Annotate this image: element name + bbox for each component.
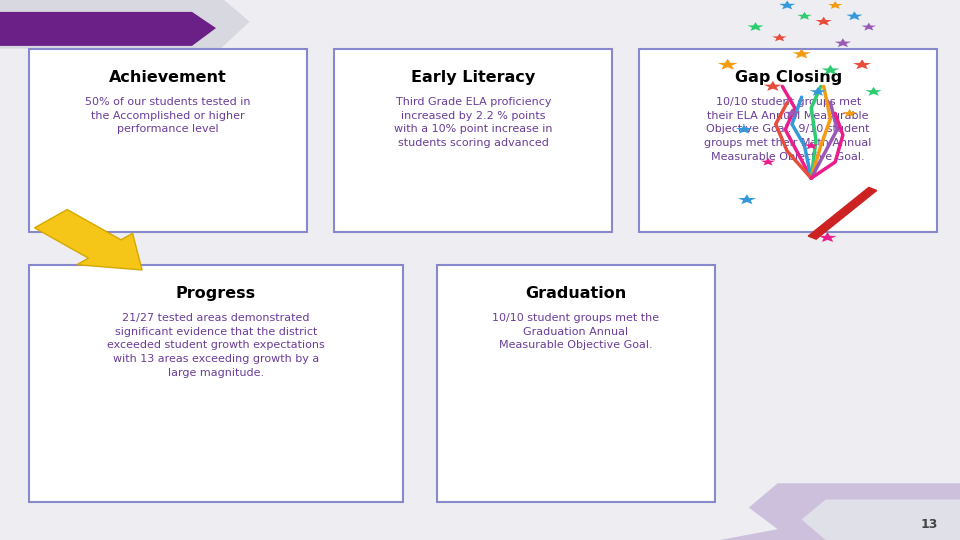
Text: 10/10 student groups met
their ELA Annual Measurable
Objective Goal.  9/10 stude: 10/10 student groups met their ELA Annua… bbox=[705, 97, 872, 161]
FancyArrow shape bbox=[35, 210, 142, 270]
Text: 21/27 tested areas demonstrated
significant evidence that the district
exceeded : 21/27 tested areas demonstrated signific… bbox=[108, 313, 324, 377]
Polygon shape bbox=[846, 11, 863, 20]
Text: Achievement: Achievement bbox=[109, 70, 227, 85]
Polygon shape bbox=[797, 12, 812, 19]
Polygon shape bbox=[735, 125, 753, 133]
Polygon shape bbox=[809, 87, 827, 96]
Polygon shape bbox=[778, 500, 960, 540]
Polygon shape bbox=[861, 23, 876, 30]
Text: Progress: Progress bbox=[176, 286, 256, 301]
FancyBboxPatch shape bbox=[29, 265, 403, 502]
Polygon shape bbox=[0, 12, 216, 46]
Polygon shape bbox=[834, 38, 852, 47]
Polygon shape bbox=[792, 49, 811, 58]
Text: Gap Closing: Gap Closing bbox=[734, 70, 842, 85]
Polygon shape bbox=[720, 483, 960, 540]
Polygon shape bbox=[815, 17, 832, 25]
Polygon shape bbox=[818, 232, 837, 242]
Polygon shape bbox=[828, 1, 843, 9]
Text: Graduation: Graduation bbox=[525, 286, 627, 301]
Text: Early Literacy: Early Literacy bbox=[411, 70, 536, 85]
Polygon shape bbox=[779, 1, 796, 9]
Text: 13: 13 bbox=[921, 518, 938, 531]
Polygon shape bbox=[760, 158, 776, 165]
Polygon shape bbox=[783, 109, 801, 117]
Bar bbox=[808, 187, 876, 239]
Polygon shape bbox=[772, 33, 787, 41]
FancyBboxPatch shape bbox=[29, 49, 307, 232]
FancyBboxPatch shape bbox=[639, 49, 937, 232]
FancyBboxPatch shape bbox=[334, 49, 612, 232]
Polygon shape bbox=[747, 22, 764, 31]
Polygon shape bbox=[718, 59, 737, 70]
Polygon shape bbox=[763, 81, 782, 91]
Polygon shape bbox=[852, 59, 872, 69]
Text: Third Grade ELA proficiency
increased by 2.2 % points
with a 10% point increase : Third Grade ELA proficiency increased by… bbox=[394, 97, 553, 148]
FancyBboxPatch shape bbox=[437, 265, 715, 502]
Polygon shape bbox=[737, 194, 756, 204]
Polygon shape bbox=[865, 87, 882, 96]
Polygon shape bbox=[821, 65, 840, 75]
Polygon shape bbox=[804, 141, 819, 149]
Polygon shape bbox=[842, 109, 857, 117]
Text: 50% of our students tested in
the Accomplished or higher
performance level: 50% of our students tested in the Accomp… bbox=[85, 97, 251, 134]
Polygon shape bbox=[0, 0, 250, 49]
Text: 10/10 student groups met the
Graduation Annual
Measurable Objective Goal.: 10/10 student groups met the Graduation … bbox=[492, 313, 660, 350]
